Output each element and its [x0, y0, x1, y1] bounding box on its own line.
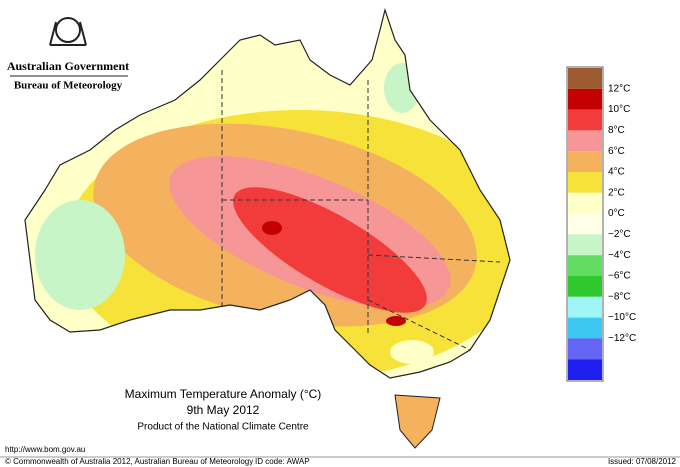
legend-swatch — [568, 109, 602, 131]
legend-swatch — [568, 88, 602, 110]
legend-label: −2°C — [608, 229, 631, 240]
legend-swatch — [568, 68, 602, 89]
legend-swatch — [568, 130, 602, 152]
legend-label: 2°C — [608, 187, 625, 198]
map-title: Maximum Temperature Anomaly (°C) — [125, 387, 322, 401]
legend-label: 8°C — [608, 125, 625, 136]
legend-label: −12°C — [608, 333, 636, 344]
legend-label: 6°C — [608, 146, 625, 157]
bureau-name: Bureau of Meteorology — [14, 80, 123, 92]
legend-frame — [566, 66, 604, 382]
issued-date: Issued: 07/08/2012 — [608, 457, 677, 466]
legend-swatch — [568, 276, 602, 297]
legend-label: 0°C — [608, 208, 625, 219]
legend-swatch — [568, 359, 602, 380]
legend-swatch — [568, 234, 602, 256]
legend-label: 10°C — [608, 104, 630, 115]
legend-swatch — [568, 151, 602, 172]
legend-swatch — [568, 255, 602, 276]
legend-swatch — [568, 192, 602, 214]
legend-swatch — [568, 338, 602, 360]
map-date: 9th May 2012 — [187, 403, 260, 417]
legend-swatch — [568, 213, 602, 235]
legend-label: 12°C — [608, 83, 630, 94]
legend-swatch — [568, 172, 602, 193]
tasmania — [394, 394, 441, 449]
legend-swatch — [568, 296, 602, 318]
government-name: Australian Government — [7, 59, 129, 73]
product-note: Product of the National Climate Centre — [137, 422, 309, 433]
bom-logo — [49, 17, 87, 46]
legend-label: −4°C — [608, 250, 631, 261]
id-code: ID code: AWAP — [255, 457, 310, 466]
state-borders — [221, 70, 501, 351]
url: http://www.bom.gov.au — [5, 445, 85, 454]
copyright: © Commonwealth of Australia 2012, Austra… — [5, 457, 253, 466]
legend: 12°C 10°C 8°C 6°C 4°C 2°C 0°C −2°C −4°C −6°C −8°C −… — [566, 66, 636, 382]
legend-label: −6°C — [608, 271, 631, 282]
legend-label: −10°C — [608, 312, 636, 323]
legend-label: −8°C — [608, 291, 631, 302]
legend-swatch — [568, 317, 602, 339]
legend-label: 4°C — [608, 167, 625, 178]
